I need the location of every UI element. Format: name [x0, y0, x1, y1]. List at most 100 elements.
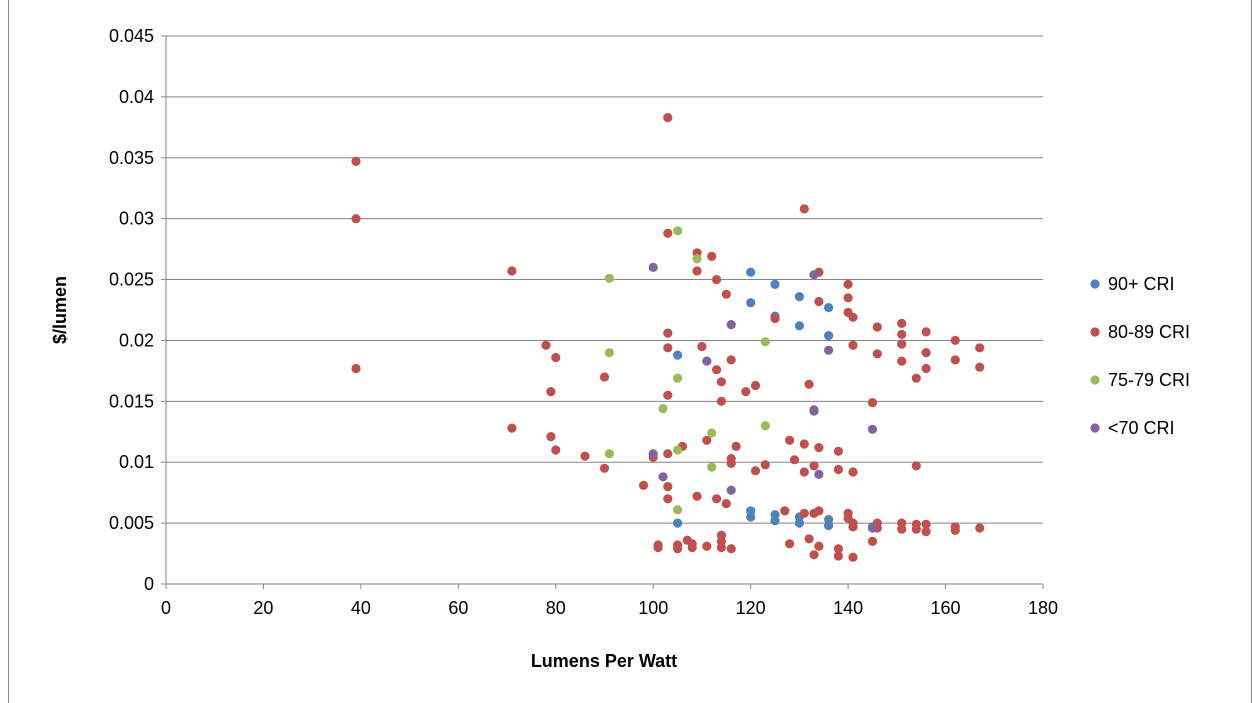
point-series-2 — [702, 435, 712, 445]
point-series-2 — [814, 443, 824, 453]
point-series-2 — [712, 494, 722, 504]
y-axis-title: $/lumen — [50, 276, 70, 344]
y-tick-label: 0 — [144, 574, 154, 594]
point-series-2 — [833, 551, 844, 561]
point-series-2 — [848, 312, 858, 322]
point-series-2 — [351, 156, 361, 166]
point-series-4 — [648, 449, 658, 459]
point-series-2 — [663, 449, 673, 459]
x-tick-label: 20 — [253, 598, 273, 618]
point-series-2 — [921, 519, 931, 529]
point-series-1 — [794, 518, 805, 528]
data-points — [351, 113, 985, 562]
point-series-2 — [721, 499, 731, 509]
point-series-1 — [746, 298, 756, 308]
y-tick-label: 0.02 — [119, 330, 154, 350]
point-series-2 — [721, 289, 731, 299]
point-series-3 — [604, 273, 615, 283]
point-series-3 — [673, 505, 683, 515]
point-series-2 — [663, 494, 673, 504]
legend-marker — [1090, 327, 1100, 337]
x-tick-label: 180 — [1028, 598, 1058, 618]
point-series-2 — [546, 387, 556, 397]
point-series-2 — [785, 539, 795, 549]
point-series-2 — [848, 340, 858, 350]
x-tick-labels: 0 20 40 60 80 100 120 140 160 180 — [161, 584, 1058, 618]
point-series-3 — [604, 348, 615, 358]
point-series-2 — [731, 441, 741, 451]
point-series-3 — [760, 337, 770, 347]
point-series-2 — [809, 461, 819, 471]
point-series-2 — [897, 356, 907, 366]
point-series-2 — [663, 343, 673, 353]
point-series-2 — [804, 534, 814, 544]
point-series-2 — [750, 466, 761, 476]
point-series-2 — [712, 275, 722, 285]
y-tick-label: 0.04 — [119, 87, 154, 107]
x-tick-label: 120 — [736, 598, 766, 618]
point-series-2 — [789, 455, 800, 465]
point-series-2 — [663, 328, 673, 338]
point-series-2 — [975, 343, 985, 353]
point-series-2 — [867, 536, 878, 547]
x-tick-label: 160 — [931, 598, 961, 618]
point-series-2 — [551, 445, 561, 455]
point-series-2 — [541, 340, 551, 350]
point-series-2 — [897, 318, 907, 328]
point-series-2 — [580, 451, 590, 461]
point-series-4 — [648, 262, 658, 272]
point-series-1 — [824, 520, 834, 531]
point-series-2 — [867, 398, 878, 408]
point-series-1 — [794, 292, 805, 302]
point-series-2 — [848, 467, 858, 477]
point-series-2 — [950, 335, 960, 345]
point-series-2 — [716, 377, 727, 387]
point-series-2 — [351, 214, 361, 224]
gridlines — [166, 35, 1043, 524]
point-series-2 — [897, 524, 907, 534]
point-series-2 — [687, 542, 697, 553]
point-series-4 — [867, 424, 878, 434]
point-series-2 — [697, 341, 707, 352]
y-tick-label: 0.035 — [109, 148, 154, 168]
axes — [165, 36, 1043, 585]
point-series-2 — [702, 541, 712, 551]
point-series-2 — [799, 467, 809, 477]
y-tick-label: 0.025 — [109, 270, 154, 290]
legend-label: <70 CRI — [1108, 418, 1175, 438]
point-series-2 — [804, 379, 814, 389]
y-tick-label: 0.03 — [119, 209, 154, 229]
point-series-2 — [799, 508, 809, 518]
point-series-4 — [726, 485, 736, 495]
y-tick-label: 0.01 — [119, 452, 154, 472]
point-series-2 — [712, 365, 722, 375]
point-series-2 — [726, 544, 736, 554]
point-series-4 — [658, 472, 668, 482]
x-tick-label: 40 — [351, 598, 371, 618]
legend-marker — [1090, 423, 1100, 433]
point-series-2 — [692, 491, 702, 501]
point-series-3 — [692, 254, 702, 264]
point-series-4 — [809, 270, 819, 280]
point-series-1 — [770, 516, 780, 526]
point-series-2 — [551, 352, 561, 363]
point-series-2 — [950, 525, 960, 536]
point-series-2 — [921, 363, 931, 374]
point-series-3 — [673, 373, 683, 383]
point-series-1 — [746, 512, 756, 522]
point-series-2 — [638, 480, 649, 490]
point-series-2 — [833, 446, 844, 456]
point-series-2 — [507, 423, 517, 433]
point-series-1 — [770, 279, 780, 289]
legend-label: 75-79 CRI — [1108, 370, 1190, 390]
point-series-2 — [707, 251, 717, 261]
point-series-2 — [663, 113, 673, 123]
point-series-2 — [911, 524, 921, 534]
point-series-4 — [809, 406, 819, 416]
x-axis-title: Lumens Per Watt — [531, 651, 677, 671]
point-series-3 — [604, 449, 615, 459]
point-series-2 — [872, 322, 882, 332]
point-series-2 — [911, 373, 921, 383]
point-series-2 — [848, 552, 858, 562]
